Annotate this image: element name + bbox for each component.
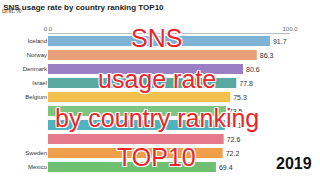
- svg-text:73.1: 73.1: [228, 122, 242, 129]
- svg-text:SNS usage rate by country rank: SNS usage rate by country ranking TOP10: [3, 3, 164, 12]
- svg-text:Iceland: Iceland: [28, 38, 47, 44]
- svg-text:69.4: 69.4: [219, 164, 233, 171]
- svg-text:91.7: 91.7: [273, 38, 287, 45]
- svg-text:73.5: 73.5: [229, 108, 243, 115]
- svg-text:Mexico: Mexico: [28, 164, 48, 170]
- svg-text:Norway: Norway: [27, 52, 47, 58]
- svg-text:Belgium: Belgium: [25, 94, 47, 100]
- svg-text:by country ranking: by country ranking: [55, 104, 259, 132]
- svg-text:77.8: 77.8: [239, 80, 253, 87]
- svg-text:2019: 2019: [276, 155, 312, 172]
- svg-text:75.3: 75.3: [233, 94, 247, 101]
- svg-text:Sweden: Sweden: [25, 150, 47, 156]
- svg-text:86.3: 86.3: [260, 52, 274, 59]
- svg-text:Denmark: Denmark: [23, 66, 48, 72]
- svg-text:Israel: Israel: [32, 80, 47, 86]
- svg-text:72.6: 72.6: [227, 136, 241, 143]
- svg-text:100.0: 100.0: [282, 26, 298, 32]
- svg-text:usage rate: usage rate: [98, 65, 216, 93]
- svg-text:unit:%: unit:%: [2, 7, 21, 14]
- svg-text:TOP10: TOP10: [117, 143, 196, 171]
- svg-text:80.6: 80.6: [246, 66, 260, 73]
- svg-text:0.0: 0.0: [44, 26, 53, 32]
- svg-text:72.2: 72.2: [226, 150, 240, 157]
- svg-text:SNS: SNS: [131, 24, 182, 52]
